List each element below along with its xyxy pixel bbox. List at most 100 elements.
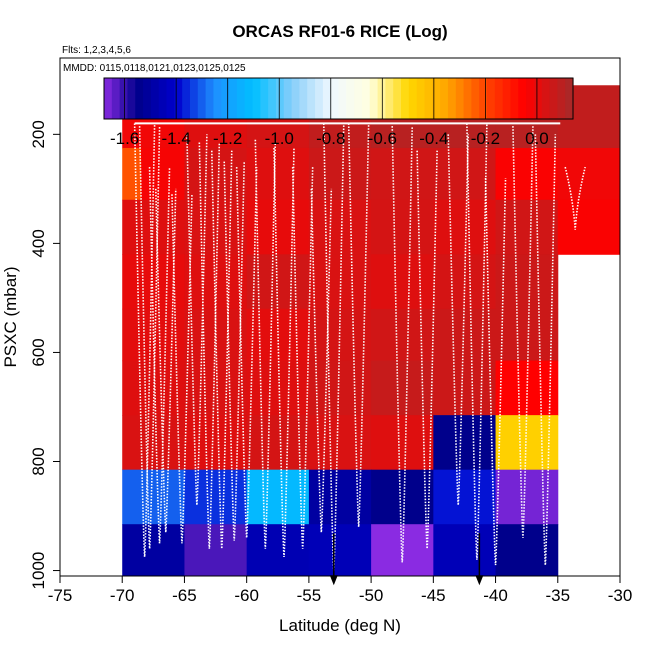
colorbar-segment bbox=[166, 78, 175, 119]
flight-profile bbox=[171, 194, 193, 544]
colorbar-segment bbox=[104, 78, 113, 119]
heatmap-cell bbox=[246, 199, 310, 255]
colorbar-tick-label: -0.4 bbox=[419, 129, 448, 148]
colorbar-tick-label: -0.6 bbox=[368, 129, 397, 148]
flight-profile bbox=[416, 150, 438, 549]
flight-profile bbox=[254, 139, 277, 549]
heatmap-cell bbox=[122, 415, 185, 471]
flight-profile bbox=[466, 123, 488, 560]
colorbar-segment bbox=[369, 78, 379, 119]
heatmap-cell bbox=[433, 415, 497, 471]
heatmap-cell bbox=[308, 308, 372, 362]
flight-profile bbox=[512, 126, 534, 538]
flight-profile bbox=[391, 126, 414, 563]
colorbar-segment bbox=[260, 78, 269, 119]
colorbar-segment bbox=[315, 78, 324, 119]
colorbar-segment bbox=[526, 78, 535, 119]
heatmap-cell bbox=[495, 469, 559, 525]
heatmap-cell bbox=[557, 199, 621, 255]
heatmap-cell bbox=[308, 469, 372, 525]
flight-profile bbox=[186, 134, 208, 506]
heatmap-cell bbox=[308, 524, 372, 577]
colorbar-segment bbox=[502, 78, 512, 119]
chart-title: ORCAS RF01-6 RICE (Log) bbox=[232, 22, 447, 41]
heatmap-cell bbox=[371, 360, 434, 416]
colorbar-segment bbox=[174, 78, 183, 119]
heatmap-cell bbox=[557, 147, 621, 201]
heatmap-cell bbox=[184, 199, 248, 255]
x-tick-label: -35 bbox=[545, 586, 570, 605]
colorbar: -1.6 -1.4 -1.2 -1.0 -0.8 -0.6 -0.4 -0.2 0.0 bbox=[103, 77, 574, 148]
flight-profile bbox=[235, 167, 258, 538]
heatmap-cell bbox=[495, 524, 559, 577]
colorbar-segment bbox=[252, 78, 261, 119]
heatmap-cell bbox=[433, 360, 497, 416]
colorbar-segment bbox=[275, 78, 285, 119]
x-tick-label: -70 bbox=[110, 586, 135, 605]
y-tick-label: 600 bbox=[29, 338, 48, 366]
colorbar-segment bbox=[385, 78, 394, 119]
colorbar-tick-label: -1.0 bbox=[265, 129, 294, 148]
heatmap-cell bbox=[246, 360, 310, 416]
colorbar-segment bbox=[541, 78, 551, 119]
colorbar-segment bbox=[354, 78, 363, 119]
heatmap-cell bbox=[246, 524, 310, 577]
colorbar-tick-label: -0.2 bbox=[471, 129, 500, 148]
flight-profile bbox=[347, 123, 370, 527]
colorbar-segment bbox=[236, 78, 246, 119]
colorbar-segment bbox=[127, 78, 136, 119]
colorbar-tick-label: -1.6 bbox=[110, 129, 139, 148]
heatmap-cell bbox=[308, 415, 372, 471]
colorbar-segment bbox=[432, 78, 441, 119]
flights-note: Flts: 1,2,3,4,5,6 bbox=[62, 45, 131, 56]
x-tick-label: -45 bbox=[421, 586, 446, 605]
marker-arrow bbox=[329, 575, 338, 586]
colorbar-segment bbox=[487, 78, 496, 119]
colorbar-tick-label: -0.8 bbox=[316, 129, 345, 148]
colorbar-segment bbox=[135, 78, 144, 119]
heatmap-cell bbox=[184, 360, 248, 416]
colorbar-segment bbox=[533, 78, 543, 119]
colorbar-segment bbox=[268, 78, 277, 119]
colorbar-segment bbox=[401, 78, 410, 119]
flight-profile bbox=[484, 177, 507, 566]
heatmap-cell bbox=[433, 524, 497, 577]
colorbar-segment bbox=[471, 78, 480, 119]
colorbar-segment bbox=[455, 78, 465, 119]
colorbar-segment bbox=[440, 78, 449, 119]
colorbar-frame bbox=[103, 77, 574, 120]
colorbar-tick-label: 0.0 bbox=[525, 129, 549, 148]
heatmap-cell bbox=[495, 147, 559, 201]
flight-profiles bbox=[133, 122, 586, 571]
colorbar-segment bbox=[158, 78, 168, 119]
x-tick-label: -50 bbox=[359, 586, 384, 605]
colorbar-segment bbox=[518, 78, 527, 119]
y-tick-label: 200 bbox=[29, 120, 48, 148]
y-tick-label: 1000 bbox=[29, 552, 48, 590]
x-tick-label: -65 bbox=[172, 586, 197, 605]
marker-arrow bbox=[475, 575, 484, 586]
colorbar-segment bbox=[361, 78, 371, 119]
colorbar-segment bbox=[408, 78, 418, 119]
colorbar-segment bbox=[463, 78, 472, 119]
flight-profile bbox=[273, 147, 295, 557]
colorbar-segment bbox=[377, 78, 386, 119]
colorbar-segment bbox=[213, 78, 222, 119]
colorbar-tick-label: -1.4 bbox=[162, 129, 191, 148]
x-tick-label: -30 bbox=[608, 586, 633, 605]
heatmap-cell bbox=[308, 199, 372, 255]
flight-profile bbox=[534, 134, 557, 566]
colorbar-segment bbox=[229, 78, 238, 119]
colorbar-segment bbox=[510, 78, 519, 119]
heatmap-cell bbox=[184, 524, 248, 577]
colorbar-segment bbox=[244, 78, 254, 119]
colorbar-segment bbox=[291, 78, 301, 119]
colorbar-segment bbox=[197, 78, 207, 119]
x-axis: -75 -70 -65 -60 -55 -50 -45 -40 -35 -30 bbox=[48, 575, 633, 605]
flight-profile bbox=[447, 134, 470, 506]
colorbar-segment bbox=[221, 78, 230, 119]
colorbar-tick-label: -1.2 bbox=[213, 129, 242, 148]
heatmap-cell bbox=[371, 469, 434, 525]
colorbar-segment bbox=[479, 78, 488, 119]
